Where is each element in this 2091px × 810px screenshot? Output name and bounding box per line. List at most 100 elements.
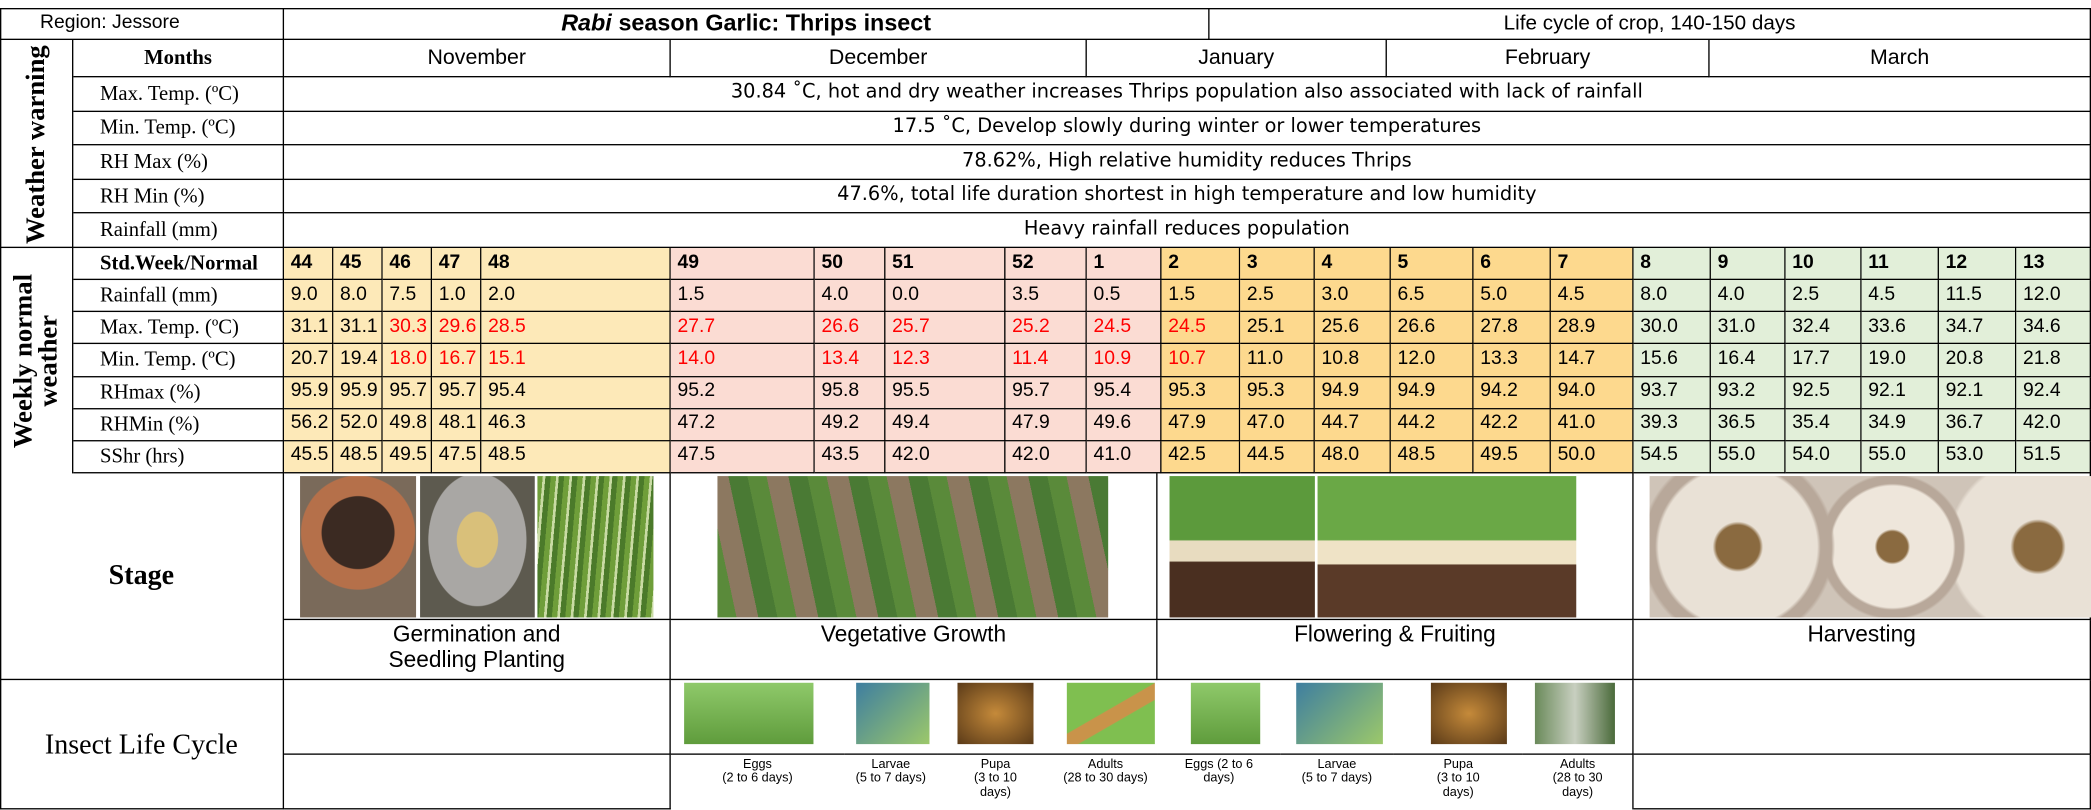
week: 10	[1786, 248, 1862, 280]
insect-stage: Pupa (3 to 10 days)	[1394, 755, 1523, 810]
value: 27.8	[1474, 312, 1551, 344]
value: 25.2	[1005, 312, 1086, 344]
group-label: Weather warning	[0, 40, 73, 248]
value: 19.0	[1862, 345, 1939, 377]
week: 52	[1005, 248, 1086, 280]
empty	[1634, 755, 2091, 810]
value: 25.1	[1240, 312, 1315, 344]
value: 95.7	[1005, 377, 1086, 409]
value: 30.3	[383, 312, 432, 344]
value: 48.5	[481, 441, 670, 473]
week: 48	[481, 248, 670, 280]
warning-text: 47.6%, total life duration shortest in h…	[284, 180, 2091, 214]
value: 4.0	[815, 280, 886, 312]
value: 47.2	[671, 409, 815, 441]
value: 47.5	[432, 441, 481, 473]
value: 13.4	[815, 345, 886, 377]
value: 52.0	[333, 409, 382, 441]
value: 8.0	[333, 280, 382, 312]
empty	[284, 680, 671, 755]
value: 95.4	[1087, 377, 1162, 409]
row-label: RH Max (%)	[73, 146, 284, 180]
empty	[284, 755, 671, 810]
value: 12.0	[2016, 280, 2091, 312]
life-cycle: Life cycle of crop, 140-150 days	[1210, 8, 2091, 40]
table: Region: JessoreRabiseason Garlic: Thrips…	[0, 0, 2091, 810]
row-label: Stage	[0, 473, 284, 680]
value: 44.7	[1315, 409, 1391, 441]
photo	[1296, 683, 1383, 744]
value: 95.9	[333, 377, 382, 409]
week: 12	[1939, 248, 2016, 280]
week: 2	[1162, 248, 1241, 280]
value: 56.2	[284, 409, 333, 441]
insect-stage: Adults (28 to 30 days)	[1054, 755, 1158, 810]
week: 50	[815, 248, 886, 280]
value: 4.5	[1862, 280, 1939, 312]
week: 45	[333, 248, 382, 280]
value: 2.5	[1786, 280, 1862, 312]
value: 50.0	[1551, 441, 1634, 473]
photo	[1318, 476, 1577, 617]
value: 11.0	[1240, 345, 1315, 377]
value: 54.5	[1634, 441, 1711, 473]
value: 95.9	[284, 377, 333, 409]
value: 5.0	[1474, 280, 1551, 312]
value: 1.0	[432, 280, 481, 312]
row-label: Rainfall (mm)	[73, 280, 284, 312]
value: 92.5	[1786, 377, 1862, 409]
value: 49.5	[383, 441, 432, 473]
value: 48.5	[1391, 441, 1474, 473]
week: 1	[1087, 248, 1162, 280]
value: 47.0	[1240, 409, 1315, 441]
value: 45.5	[284, 441, 333, 473]
value: 47.9	[1162, 409, 1241, 441]
row-label: RHMin (%)	[73, 409, 284, 441]
value: 31.0	[1711, 312, 1786, 344]
value: 21.8	[2016, 345, 2091, 377]
value: 95.7	[432, 377, 481, 409]
value: 6.5	[1391, 280, 1474, 312]
value: 95.3	[1162, 377, 1241, 409]
value: 51.5	[2016, 441, 2091, 473]
row-label: Max. Temp. (ºC)	[73, 312, 284, 344]
photo	[1191, 683, 1260, 744]
photo	[1170, 476, 1315, 617]
value: 27.7	[671, 312, 815, 344]
value: 93.2	[1711, 377, 1786, 409]
value: 16.7	[432, 345, 481, 377]
value: 18.0	[383, 345, 432, 377]
value: 20.8	[1939, 345, 2016, 377]
value: 95.8	[815, 377, 886, 409]
value: 95.7	[383, 377, 432, 409]
value: 1.5	[671, 280, 815, 312]
photo	[684, 683, 813, 744]
value: 15.6	[1634, 345, 1711, 377]
insect-stage: Eggs (2 to 6 days)	[1158, 755, 1281, 810]
value: 34.9	[1862, 409, 1939, 441]
value: 34.6	[2016, 312, 2091, 344]
value: 24.5	[1087, 312, 1162, 344]
value: 94.9	[1391, 377, 1474, 409]
value: 26.6	[815, 312, 886, 344]
value: 8.0	[1634, 280, 1711, 312]
value: 42.5	[1162, 441, 1241, 473]
title-italic: Rabi	[561, 11, 612, 37]
value: 49.6	[1087, 409, 1162, 441]
value: 95.2	[671, 377, 815, 409]
insect-stage: Larvae (5 to 7 days)	[1280, 755, 1393, 810]
value: 28.9	[1551, 312, 1634, 344]
value: 42.0	[885, 441, 1005, 473]
value: 95.3	[1240, 377, 1315, 409]
value: 10.9	[1087, 345, 1162, 377]
stage-name: Germination and Seedling Planting	[284, 620, 671, 680]
group-label: Weekly normal weather	[0, 248, 73, 473]
value: 0.5	[1087, 280, 1162, 312]
value: 55.0	[1862, 441, 1939, 473]
row-label: RHmax (%)	[73, 377, 284, 409]
photo	[1650, 476, 2091, 617]
warning-text: Heavy rainfall reduces population	[284, 214, 2091, 248]
region: Region: Jessore	[0, 8, 284, 40]
week: 49	[671, 248, 815, 280]
